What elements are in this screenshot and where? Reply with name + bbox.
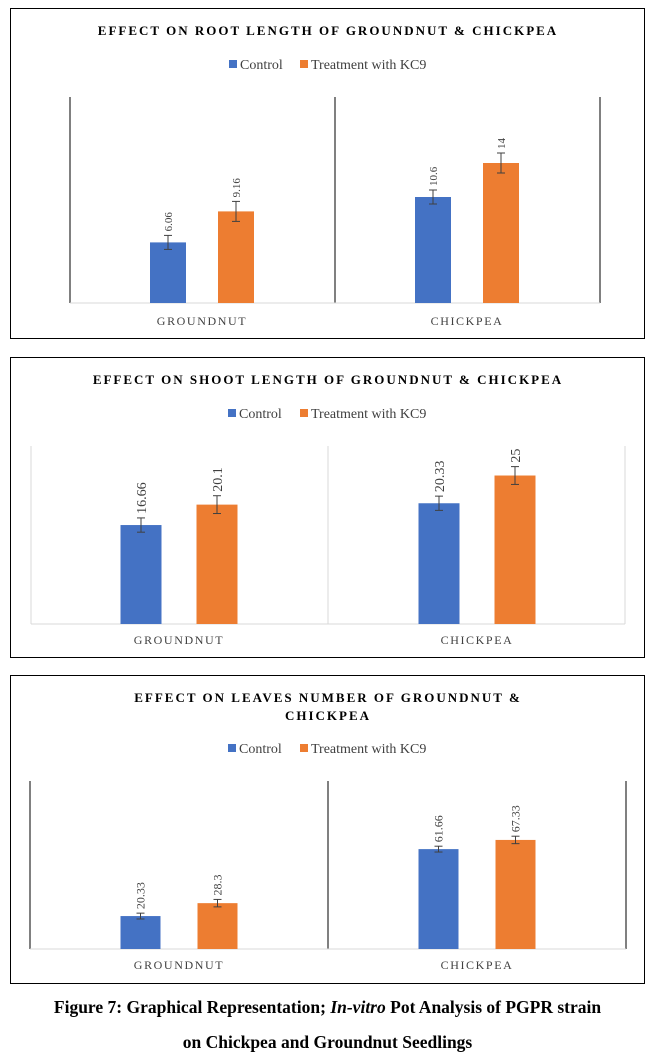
bar-chickpea-control: [418, 849, 459, 949]
bar-groundnut-control: [120, 916, 161, 949]
shoot-length-chart-panel: EFFECT ON SHOOT LENGTH OF GROUNDNUT & CH…: [10, 357, 645, 658]
data-label-groundnut-treatment: 9.16: [231, 178, 243, 198]
legend-label-treatment: Treatment with KC9: [311, 58, 426, 73]
error-bar-groundnut-treatment: [213, 495, 221, 515]
error-bar-groundnut-control: [136, 912, 145, 920]
data-label-chickpea-treatment: 14: [496, 138, 508, 150]
data-label-groundnut-control: 20.33: [134, 882, 148, 909]
caption-italic: In-vitro: [330, 997, 386, 1017]
caption-line-2-text: on Chickpea and Groundnut Seedlings: [182, 1032, 473, 1052]
error-bar-chickpea-control: [435, 495, 443, 511]
figure-caption-line-1: Figure 7: Graphical Representation; In-v…: [0, 997, 655, 1018]
legend-swatch-treatment: [300, 409, 308, 417]
leaves-number-chart: EFFECT ON LEAVES NUMBER OF GROUNDNUT & C…: [29, 690, 627, 972]
bar-groundnut-treatment: [196, 504, 238, 624]
bar-chickpea-control: [418, 503, 460, 624]
data-label-groundnut-control: 6.06: [163, 212, 175, 232]
data-label-groundnut-treatment: 20.1: [211, 467, 226, 492]
category-label-chickpea: CHICKPEA: [441, 633, 514, 647]
category-label-groundnut: GROUNDNUT: [134, 633, 224, 647]
bar-groundnut-control: [120, 525, 162, 624]
chart-title: EFFECT ON SHOOT LENGTH OF GROUNDNUT & CH…: [93, 372, 563, 387]
data-label-chickpea-control: 20.33: [433, 461, 448, 493]
caption-prefix: Figure 7: Graphical Representation;: [53, 997, 331, 1017]
data-label-chickpea-treatment: 25: [509, 449, 524, 463]
caption-suffix: Pot Analysis of PGPR strain: [385, 997, 602, 1017]
error-bar-chickpea-control: [429, 189, 437, 205]
legend-swatch-control: [229, 60, 237, 68]
chart-title: EFFECT ON ROOT LENGTH OF GROUNDNUT & CHI…: [98, 23, 558, 38]
error-bar-groundnut-treatment: [213, 898, 222, 908]
bar-chickpea-treatment: [495, 839, 536, 949]
figure-caption-line-2: on Chickpea and Groundnut Seedlings: [0, 1032, 655, 1053]
error-bar-chickpea-control: [434, 845, 443, 853]
root-length-chart: EFFECT ON ROOT LENGTH OF GROUNDNUT & CHI…: [69, 23, 601, 328]
category-label-chickpea: CHICKPEA: [431, 314, 504, 328]
error-bar-groundnut-control: [137, 517, 145, 533]
legend-label-treatment: Treatment with KC9: [311, 407, 426, 422]
legend-swatch-treatment: [300, 744, 308, 752]
error-bar-groundnut-treatment: [232, 200, 240, 222]
category-label-groundnut: GROUNDNUT: [134, 958, 224, 972]
leaves-number-chart-panel: EFFECT ON LEAVES NUMBER OF GROUNDNUT & C…: [10, 675, 645, 984]
error-bar-chickpea-treatment: [511, 466, 519, 485]
legend-label-control: Control: [239, 742, 282, 757]
chart-title-line-1: EFFECT ON LEAVES NUMBER OF GROUNDNUT &: [134, 690, 522, 705]
data-label-groundnut-control: 16.66: [135, 482, 150, 514]
category-label-chickpea: CHICKPEA: [441, 958, 514, 972]
shoot-length-chart: EFFECT ON SHOOT LENGTH OF GROUNDNUT & CH…: [30, 372, 626, 647]
legend-label-control: Control: [239, 407, 282, 422]
data-label-groundnut-treatment: 28.3: [211, 874, 225, 895]
data-label-chickpea-treatment: 67.33: [509, 805, 523, 832]
error-bar-groundnut-control: [164, 234, 172, 250]
bar-chickpea-treatment: [494, 475, 536, 624]
bar-groundnut-treatment: [197, 903, 238, 949]
data-label-chickpea-control: 10.6: [428, 166, 440, 186]
error-bar-chickpea-treatment: [511, 835, 520, 845]
legend-swatch-treatment: [300, 60, 308, 68]
data-label-chickpea-control: 61.66: [432, 815, 446, 842]
bar-groundnut-treatment: [218, 211, 254, 303]
bar-chickpea-treatment: [483, 163, 519, 303]
legend-swatch-control: [228, 409, 236, 417]
legend-label-treatment: Treatment with KC9: [311, 742, 426, 757]
chart-title-line-2: CHICKPEA: [285, 708, 371, 723]
error-bar-chickpea-treatment: [497, 152, 505, 174]
bar-chickpea-control: [415, 197, 451, 303]
legend-label-control: Control: [240, 58, 283, 73]
bar-groundnut-control: [150, 242, 186, 303]
legend-swatch-control: [228, 744, 236, 752]
root-length-chart-panel: EFFECT ON ROOT LENGTH OF GROUNDNUT & CHI…: [10, 8, 645, 339]
category-label-groundnut: GROUNDNUT: [157, 314, 247, 328]
